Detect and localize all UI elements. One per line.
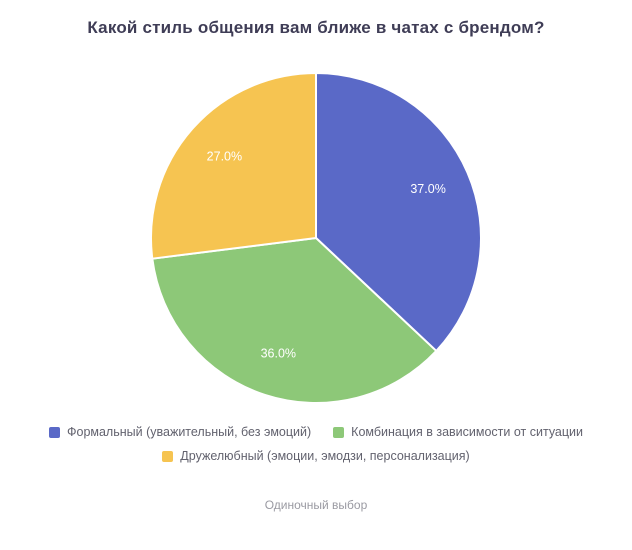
legend-swatch-icon [333,426,345,438]
pie-slice-0[interactable] [315,72,482,352]
pie-slice-1[interactable] [151,237,438,404]
legend-swatch-icon [48,426,60,438]
chart-note: Одиночный выбор [264,498,368,512]
legend-item-2[interactable]: Дружелюбный (эмоции, эмодзи, персонализа… [162,449,470,463]
pie-slice-2[interactable] [149,72,317,260]
legend-swatch-icon [162,450,174,462]
legend-item-0[interactable]: Формальный (уважительный, без эмоций) [48,425,312,439]
legend-label: Дружелюбный (эмоции, эмодзи, персонализа… [180,449,470,463]
legend-item-1[interactable]: Комбинация в зависимости от ситуации [333,425,583,439]
chart-legend: Формальный (уважительный, без эмоций) Ком… [0,425,632,463]
legend-label: Формальный (уважительный, без эмоций) [66,425,312,439]
legend-label: Комбинация в зависимости от ситуации [351,425,584,439]
chart-title: Какой стиль общения вам ближе в чатах с … [87,18,545,37]
pie-chart: 37.0% 36.0% 27.0% [0,68,632,408]
pie-chart-svg: 37.0%36.0%27.0% [149,72,482,404]
